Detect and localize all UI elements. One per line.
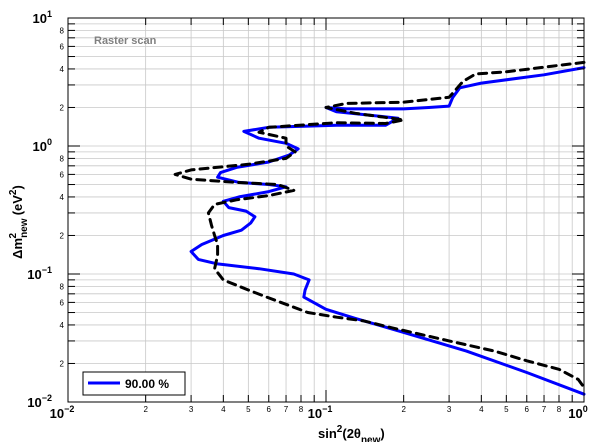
y-major-tick-label: 100 <box>33 137 52 154</box>
x-major-tick-label: 10−2 <box>50 404 75 421</box>
x-minor-tick-label: 7 <box>284 405 289 414</box>
y-minor-tick-label: 8 <box>60 26 65 35</box>
y-minor-tick-label: 8 <box>60 154 65 163</box>
y-major-tick-label: 10−2 <box>27 393 52 410</box>
x-minor-tick-label: 5 <box>504 405 509 414</box>
x-minor-tick-label: 5 <box>246 405 251 414</box>
x-minor-tick-label: 3 <box>447 405 452 414</box>
x-minor-tick-label: 2 <box>143 405 148 414</box>
raster-scan-annotation: Raster scan <box>94 35 157 47</box>
x-minor-tick-label: 4 <box>479 405 484 414</box>
x-major-tick-label: 100 <box>568 404 587 421</box>
y-minor-tick-label: 6 <box>60 170 65 179</box>
x-minor-tick-label: 8 <box>299 405 304 414</box>
dashed-contour-line <box>173 60 586 389</box>
y-minor-tick-label: 4 <box>60 321 65 330</box>
x-minor-tick-label: 3 <box>189 405 194 414</box>
y-minor-tick-label: 8 <box>60 282 65 291</box>
x-minor-tick-label: 6 <box>525 405 530 414</box>
y-minor-tick-label: 2 <box>60 103 65 112</box>
x-minor-tick-label: 7 <box>542 405 547 414</box>
x-minor-tick-label: 8 <box>557 405 562 414</box>
contour-curves <box>173 60 586 396</box>
x-major-tick-label: 10−1 <box>308 404 333 421</box>
y-axis-title: Δmnew2 (eV2) <box>8 185 30 259</box>
y-major-tick-label: 10−1 <box>27 265 52 282</box>
y-minor-tick-label: 2 <box>60 231 65 240</box>
x-minor-tick-label: 2 <box>401 405 406 414</box>
y-minor-tick-label: 4 <box>60 65 65 74</box>
legend: 90.00 % <box>82 371 186 396</box>
y-minor-tick-label: 4 <box>60 193 65 202</box>
x-minor-tick-label: 6 <box>267 405 272 414</box>
legend-label: 90.00 % <box>125 377 169 391</box>
tick-labels: 10−2 10−1 100 10−2 10−1 100 101 2 3 4 5 6 7 8 2 3 4 5 6 7 8 2… <box>27 9 587 421</box>
grid-lines <box>67 17 585 403</box>
legend-box <box>82 371 186 396</box>
x-minor-tick-label: 4 <box>221 405 226 414</box>
y-minor-tick-label: 6 <box>60 298 65 307</box>
y-major-tick-label: 101 <box>33 9 52 26</box>
axis-ticks <box>67 17 585 403</box>
y-minor-tick-label: 2 <box>60 359 65 368</box>
y-minor-tick-label: 6 <box>60 42 65 51</box>
